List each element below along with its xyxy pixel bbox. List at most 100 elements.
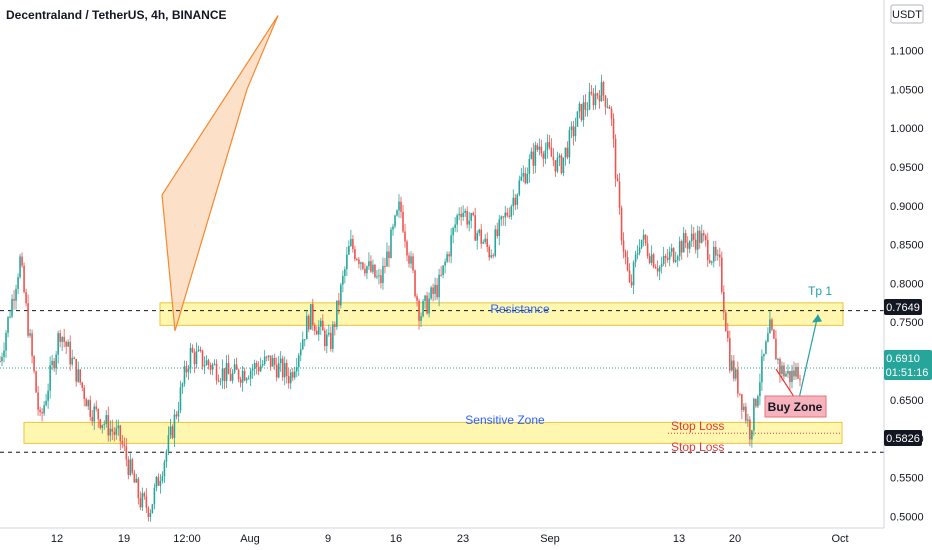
candle-body (334, 324, 336, 327)
candle-body (249, 370, 252, 379)
candle-body (358, 259, 360, 264)
candle-body (133, 472, 136, 483)
candle-body (570, 126, 573, 131)
candle-body (470, 213, 472, 221)
candle-body (265, 356, 268, 358)
candle-body (326, 334, 328, 347)
candle-body (408, 255, 410, 264)
sensitive-zone-label: Sensitive Zone (465, 413, 545, 427)
candle-body (229, 374, 232, 381)
current-price-tag (884, 350, 932, 380)
candle-body (558, 155, 561, 158)
candle-body (165, 451, 168, 462)
candle-body (600, 82, 603, 102)
candle-body (544, 150, 547, 159)
candle-body (580, 103, 583, 121)
candle-body (255, 363, 258, 368)
candle-body (277, 363, 280, 378)
candle-body (297, 355, 300, 368)
candle-body (143, 493, 146, 497)
candle-body (422, 301, 424, 317)
candle-body (315, 330, 318, 335)
candle-body (87, 400, 90, 407)
candle-body (67, 341, 69, 347)
candle-body (91, 416, 94, 422)
resistance-zone (159, 302, 844, 326)
candle-body (386, 251, 388, 267)
candle-body (117, 425, 120, 429)
candle-body (538, 146, 541, 150)
candle-body (536, 145, 539, 150)
candle-body (520, 176, 523, 181)
candle-body (247, 378, 250, 380)
candle-body (141, 493, 144, 508)
candle-body (330, 332, 332, 349)
candle-body (674, 260, 677, 262)
candle-body (412, 256, 414, 271)
candle-body (418, 300, 420, 321)
x-tick: Aug (240, 533, 260, 545)
candle-body (442, 265, 444, 276)
candle-body (432, 287, 434, 294)
candle-body (31, 333, 33, 357)
candle-body (773, 329, 775, 339)
candle-body (285, 363, 288, 377)
candle-body (5, 332, 7, 351)
candle-body (161, 476, 164, 481)
candle-body (209, 364, 212, 370)
candle-body (438, 274, 440, 298)
candle-body (342, 275, 344, 285)
candle-body (77, 369, 79, 382)
candle-body (662, 255, 665, 264)
candle-body (640, 239, 643, 248)
candle-body (789, 371, 791, 383)
candle-body (241, 370, 244, 383)
candle-body (612, 118, 615, 139)
candle-body (35, 371, 37, 393)
candle-body (380, 275, 382, 284)
candle-body (626, 257, 629, 271)
sensitive-zone (23, 421, 843, 444)
candle-body (291, 372, 294, 378)
candle-body (11, 298, 13, 317)
buy-zone-box[interactable] (764, 395, 827, 418)
candle-body (624, 251, 627, 258)
candle-body (666, 257, 669, 260)
candle-body (474, 215, 476, 241)
candle-body (614, 138, 617, 179)
candle-body (376, 276, 378, 278)
candle-body (574, 126, 577, 137)
candle-body (253, 363, 256, 369)
candle-body (594, 93, 597, 106)
wedge-layer (161, 15, 279, 331)
candle-body (235, 364, 238, 370)
candle-body (275, 364, 278, 378)
candle-body (610, 108, 613, 119)
candle-body (654, 267, 657, 269)
candle-body (223, 368, 226, 382)
candle-body (582, 102, 585, 121)
candle-body (588, 91, 591, 110)
candle-body (187, 368, 190, 373)
candle-body (414, 270, 416, 297)
currency-badge[interactable] (890, 4, 924, 24)
candle-body (680, 241, 683, 253)
candle-body (177, 410, 180, 417)
candle-body (686, 242, 689, 249)
candle-body (350, 239, 352, 246)
x-tick: 16 (390, 533, 402, 545)
y-tick: 0.6500 (890, 395, 924, 407)
candle-body (404, 231, 406, 242)
candle-body (472, 213, 474, 216)
candle-body (424, 295, 426, 302)
candle-body (787, 371, 789, 374)
candle-body (263, 356, 266, 364)
candle-body (528, 158, 531, 174)
x-tick: Sep (540, 533, 560, 545)
candle-body (267, 355, 270, 358)
candle-body (502, 216, 505, 218)
chart-title: Decentraland / TetherUS, 4h, BINANCE (6, 8, 227, 22)
candle-body (512, 197, 515, 207)
candle-body (793, 370, 795, 377)
